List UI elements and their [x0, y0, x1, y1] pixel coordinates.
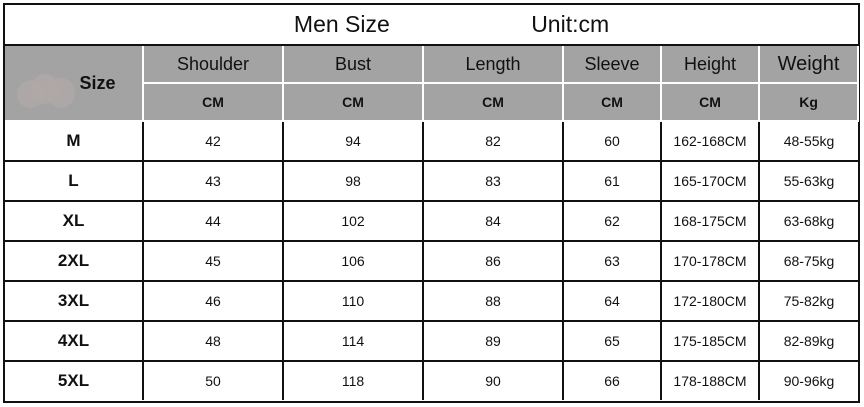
value-cell: 98 [282, 160, 424, 202]
value-cell: 106 [282, 240, 424, 282]
size-header-cell: Size [5, 44, 144, 122]
size-cell: 2XL [5, 240, 144, 282]
size-cell: 4XL [5, 320, 144, 362]
value-cell: 90 [422, 360, 564, 400]
value-cell: 60 [562, 120, 662, 162]
value-cell: 114 [282, 320, 424, 362]
value-cell: 168-175CM [660, 200, 760, 242]
column-header: Bust [282, 44, 424, 84]
value-cell: 162-168CM [660, 120, 760, 162]
value-cell: 118 [282, 360, 424, 400]
value-cell: 46 [142, 280, 284, 322]
column-unit: CM [562, 82, 662, 122]
value-cell: 48-55kg [757, 120, 859, 162]
value-cell: 175-185CM [660, 320, 760, 362]
column-header: Height [660, 44, 760, 84]
title-row: Men Size Unit:cm [5, 5, 859, 46]
value-cell: 63 [562, 240, 662, 282]
value-cell: 64 [562, 280, 662, 322]
chart-title: Men Size [293, 11, 390, 37]
value-cell: 82-89kg [757, 320, 859, 362]
value-cell: 102 [282, 200, 424, 242]
value-cell: 90-96kg [757, 360, 859, 400]
table-row: L 43 98 83 61 165-170CM 55-63kg [5, 160, 859, 202]
size-cell: M [5, 120, 144, 162]
size-cell: XL [5, 200, 144, 242]
table-row: 2XL 45 106 86 63 170-178CM 68-75kg [5, 240, 859, 282]
table-row: 5XL 50 118 90 66 178-188CM 90-96kg [5, 360, 859, 400]
value-cell: 62 [562, 200, 662, 242]
value-cell: 75-82kg [757, 280, 859, 322]
column-header: Weight [757, 44, 860, 84]
value-cell: 44 [142, 200, 284, 242]
column-unit: CM [660, 82, 760, 122]
size-cell: L [5, 160, 144, 202]
value-cell: 45 [142, 240, 284, 282]
header-row: Size Shoulder Bust Length Sleeve Height … [5, 44, 860, 122]
value-cell: 178-188CM [660, 360, 760, 400]
value-cell: 172-180CM [660, 280, 760, 322]
column-header: Sleeve [562, 44, 662, 84]
size-table: Men Size Unit:cm Size Shoulder Bust Leng… [5, 5, 860, 400]
size-cell: 3XL [5, 280, 144, 322]
value-cell: 50 [142, 360, 284, 400]
value-cell: 61 [562, 160, 662, 202]
value-cell: 94 [282, 120, 424, 162]
value-cell: 66 [562, 360, 662, 400]
column-unit: CM [422, 82, 564, 122]
value-cell: 43 [142, 160, 284, 202]
unit-row: CM CM CM CM CM Kg [5, 82, 860, 122]
value-cell: 84 [422, 200, 564, 242]
watermark-blob-icon [17, 74, 77, 110]
unit-label: Unit:cm [531, 11, 610, 37]
size-header: Size [79, 72, 116, 93]
value-cell: 55-63kg [757, 160, 859, 202]
column-unit: CM [282, 82, 424, 122]
value-cell: 63-68kg [757, 200, 859, 242]
table-row: 4XL 48 114 89 65 175-185CM 82-89kg [5, 320, 859, 362]
table-row: M 42 94 82 60 162-168CM 48-55kg [5, 120, 859, 162]
column-header: Shoulder [142, 44, 284, 84]
column-unit: CM [142, 82, 284, 122]
size-chart: Men Size Unit:cm Size Shoulder Bust Leng… [3, 3, 860, 403]
value-cell: 65 [562, 320, 662, 362]
column-unit: Kg [757, 82, 860, 122]
value-cell: 83 [422, 160, 564, 202]
column-header: Length [422, 44, 564, 84]
table-row: 3XL 46 110 88 64 172-180CM 75-82kg [5, 280, 859, 322]
value-cell: 110 [282, 280, 424, 322]
value-cell: 82 [422, 120, 564, 162]
value-cell: 86 [422, 240, 564, 282]
value-cell: 48 [142, 320, 284, 362]
value-cell: 89 [422, 320, 564, 362]
value-cell: 88 [422, 280, 564, 322]
size-cell: 5XL [5, 360, 144, 400]
table-row: XL 44 102 84 62 168-175CM 63-68kg [5, 200, 859, 242]
value-cell: 68-75kg [757, 240, 859, 282]
value-cell: 165-170CM [660, 160, 760, 202]
value-cell: 170-178CM [660, 240, 760, 282]
value-cell: 42 [142, 120, 284, 162]
